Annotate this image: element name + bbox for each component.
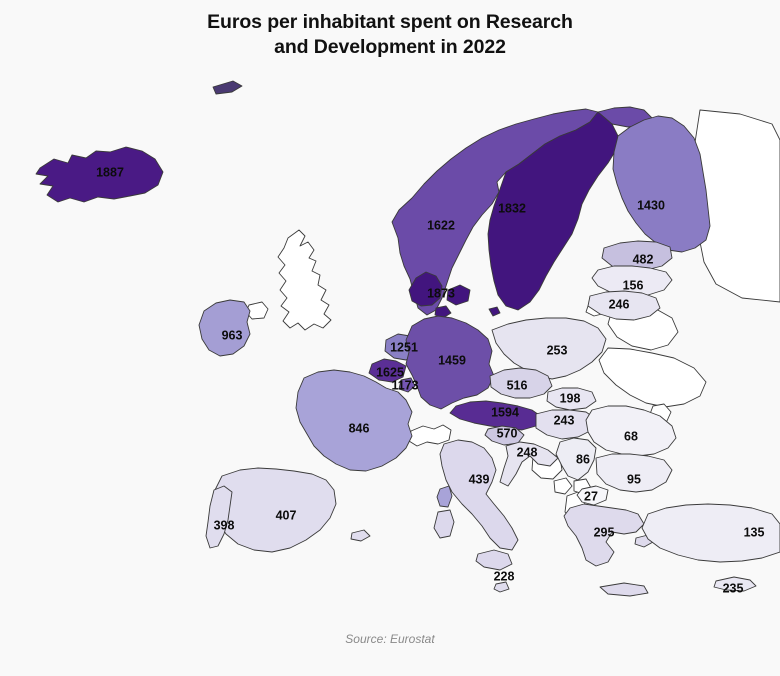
value-label-slovenia: 570 <box>497 426 518 440</box>
country-croatia <box>499 441 559 487</box>
value-label-turkey: 135 <box>744 525 765 539</box>
value-label-croatia: 248 <box>517 445 538 459</box>
value-label-austria: 1594 <box>491 405 519 419</box>
country-united-kingdom <box>277 229 332 331</box>
country-latvia <box>591 265 673 297</box>
country-corsica <box>436 485 453 508</box>
country-crete <box>599 582 649 597</box>
chart-title-line-1: Euros per inhabitant spent on Research <box>207 11 573 33</box>
chart-title: Euros per inhabitant spent on Research a… <box>0 10 780 60</box>
country-luxembourg <box>398 377 416 393</box>
country-italy <box>439 439 519 551</box>
value-label-portugal: 398 <box>214 518 235 532</box>
country-bulgaria <box>595 453 673 493</box>
chart-title-line-2: and Development in 2022 <box>274 36 506 58</box>
country-bornholm <box>488 306 501 317</box>
country-lithuania <box>587 290 661 321</box>
country-poland <box>491 317 607 380</box>
value-label-serbia: 86 <box>576 452 590 466</box>
country-iceland <box>35 146 164 203</box>
data-countries <box>35 80 780 597</box>
value-label-hungary: 243 <box>554 413 575 427</box>
country-malta <box>493 581 510 593</box>
country-ireland <box>198 299 251 357</box>
value-label-lithuania: 246 <box>609 297 630 311</box>
value-label-denmark: 1873 <box>427 286 455 300</box>
country-portugal <box>205 485 233 549</box>
value-label-poland: 253 <box>547 343 568 357</box>
country-belgium <box>368 358 407 383</box>
value-label-bulgaria: 95 <box>627 472 641 486</box>
map-value-labels: 1887 1622 1832 1430 482 156 246 1873 963… <box>96 165 764 595</box>
value-label-finland: 1430 <box>637 198 665 212</box>
value-label-sweden: 1832 <box>498 201 526 215</box>
country-germany <box>405 315 495 410</box>
country-switzerland <box>408 424 452 447</box>
country-ukraine <box>598 347 707 408</box>
europe-map: 1887 1622 1832 1430 482 156 246 1873 963… <box>0 62 780 617</box>
country-greece <box>563 503 645 567</box>
value-label-ireland: 963 <box>222 328 243 342</box>
country-serbia <box>555 437 597 481</box>
country-denmark-funen <box>434 305 452 319</box>
country-denmark-zealand <box>446 284 471 306</box>
country-france <box>295 369 413 472</box>
country-montenegro <box>553 477 573 495</box>
country-finland <box>612 115 711 253</box>
source-note: Source: Eurostat <box>345 632 435 646</box>
value-label-cyprus: 235 <box>723 581 744 595</box>
value-label-luxembourg: 1173 <box>391 378 418 392</box>
country-romania <box>585 405 677 457</box>
country-denmark <box>408 271 443 307</box>
value-label-germany: 1459 <box>438 353 466 367</box>
country-slovakia <box>546 387 597 411</box>
value-label-malta: 228 <box>494 569 515 583</box>
country-czechia <box>489 367 553 399</box>
country-balearic-islands <box>350 529 371 542</box>
value-label-greece: 295 <box>594 525 615 539</box>
value-label-czechia: 516 <box>507 378 528 392</box>
value-label-netherlands: 1251 <box>390 340 418 354</box>
value-label-spain: 407 <box>276 508 297 522</box>
country-cyprus <box>713 576 757 592</box>
value-label-latvia: 156 <box>623 278 644 292</box>
value-label-norway: 1622 <box>427 218 455 232</box>
country-sardinia <box>433 509 455 539</box>
value-label-belgium: 1625 <box>376 365 404 379</box>
country-estonia <box>601 240 673 271</box>
country-sicily <box>475 549 513 571</box>
country-turkey <box>641 503 780 563</box>
country-sweden <box>487 111 619 311</box>
country-north-macedonia <box>576 485 609 506</box>
map-svg: 1887 1622 1832 1430 482 156 246 1873 963… <box>35 80 780 597</box>
value-label-italy: 439 <box>469 472 490 486</box>
value-label-france: 846 <box>349 421 370 435</box>
value-label-romania: 68 <box>624 429 638 443</box>
value-label-slovakia: 198 <box>560 391 581 405</box>
country-arctic-sliver <box>212 80 243 95</box>
value-label-iceland: 1887 <box>96 165 124 179</box>
value-label-estonia: 482 <box>633 252 654 266</box>
value-label-north-macedonia: 27 <box>584 489 598 503</box>
